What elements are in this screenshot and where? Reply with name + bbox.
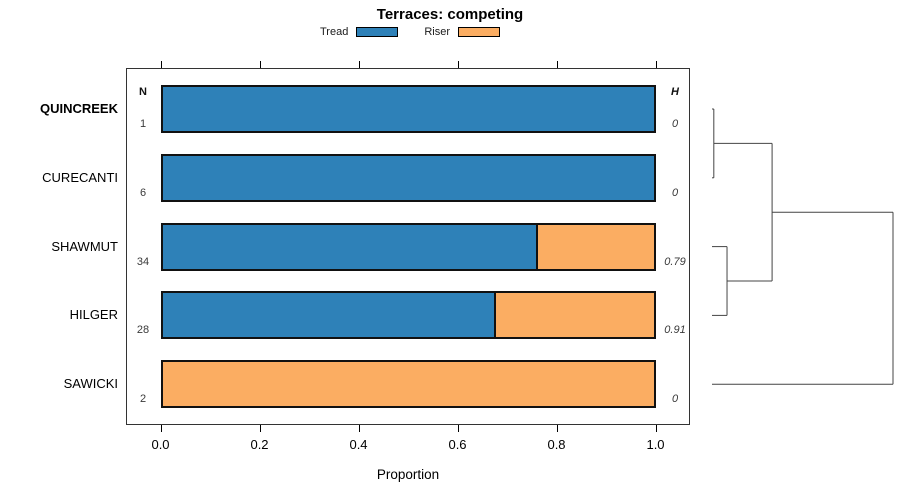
x-tick-top [160, 61, 162, 68]
category-label-quincreek: QUINCREEK [39, 101, 118, 116]
bar-segment-tread [162, 87, 654, 131]
n-value-sawicki: 2 [139, 393, 147, 406]
bar-segment-riser [495, 293, 654, 338]
bar-segment-riser [162, 362, 654, 407]
h-value-shawmut: 0.79 [664, 255, 686, 268]
h-value-quincreek: 0 [671, 118, 679, 130]
h-value-hilger: 0.91 [664, 324, 686, 337]
bar-segment-tread [162, 155, 654, 200]
h-value-sawicki: 0 [671, 393, 679, 406]
category-label-hilger: HILGER [69, 307, 118, 323]
chart-title: Terraces: competing [376, 6, 524, 23]
x-tick-bottom [259, 425, 261, 432]
x-tick-top [457, 61, 459, 68]
x-tick-bottom [358, 425, 360, 432]
legend-label-tread: Tread [320, 26, 349, 38]
n-value-quincreek: 1 [139, 118, 147, 130]
x-tick-top [655, 61, 657, 68]
legend-item-tread: Tread [320, 26, 399, 38]
x-tick-bottom [556, 425, 558, 432]
bar-segment-riser [538, 224, 654, 269]
legend-item-riser: Riser [424, 26, 500, 38]
x-tick-top [556, 61, 558, 68]
h-value-curecanti: 0 [671, 186, 679, 199]
x-tick-label: 0.8 [547, 437, 566, 452]
n-value-hilger: 28 [136, 324, 150, 337]
n-value-curecanti: 6 [139, 186, 147, 199]
x-tick-label: 1.0 [646, 437, 665, 452]
category-label-shawmut: SHAWMUT [51, 238, 118, 254]
x-tick-label: 0.6 [448, 437, 467, 452]
legend-label-riser: Riser [424, 26, 450, 38]
x-tick-top [358, 61, 360, 68]
category-label-curecanti: CURECANTI [42, 169, 118, 185]
bar-segment-tread [162, 224, 539, 269]
category-label-sawicki: SAWICKI [63, 376, 118, 392]
legend: Tread Riser [320, 26, 500, 38]
h-column-header: H [671, 86, 679, 98]
bar-sawicki [160, 360, 656, 409]
x-tick-top [259, 61, 261, 68]
legend-swatch-riser [458, 27, 500, 37]
x-tick-bottom [457, 425, 459, 432]
x-axis-title: Proportion [376, 467, 440, 482]
x-tick-label: 0.4 [349, 437, 368, 452]
bar-shawmut [160, 222, 656, 271]
bar-curecanti [160, 153, 656, 202]
n-column-header: N [139, 86, 147, 98]
x-tick-bottom [655, 425, 657, 432]
x-tick-label: 0.0 [151, 437, 170, 452]
n-value-shawmut: 34 [136, 255, 150, 268]
legend-swatch-tread [356, 27, 399, 37]
bar-quincreek [160, 85, 656, 133]
x-tick-label: 0.2 [250, 437, 269, 452]
bar-segment-tread [162, 293, 496, 338]
bar-hilger [160, 291, 656, 340]
x-tick-bottom [160, 425, 162, 432]
